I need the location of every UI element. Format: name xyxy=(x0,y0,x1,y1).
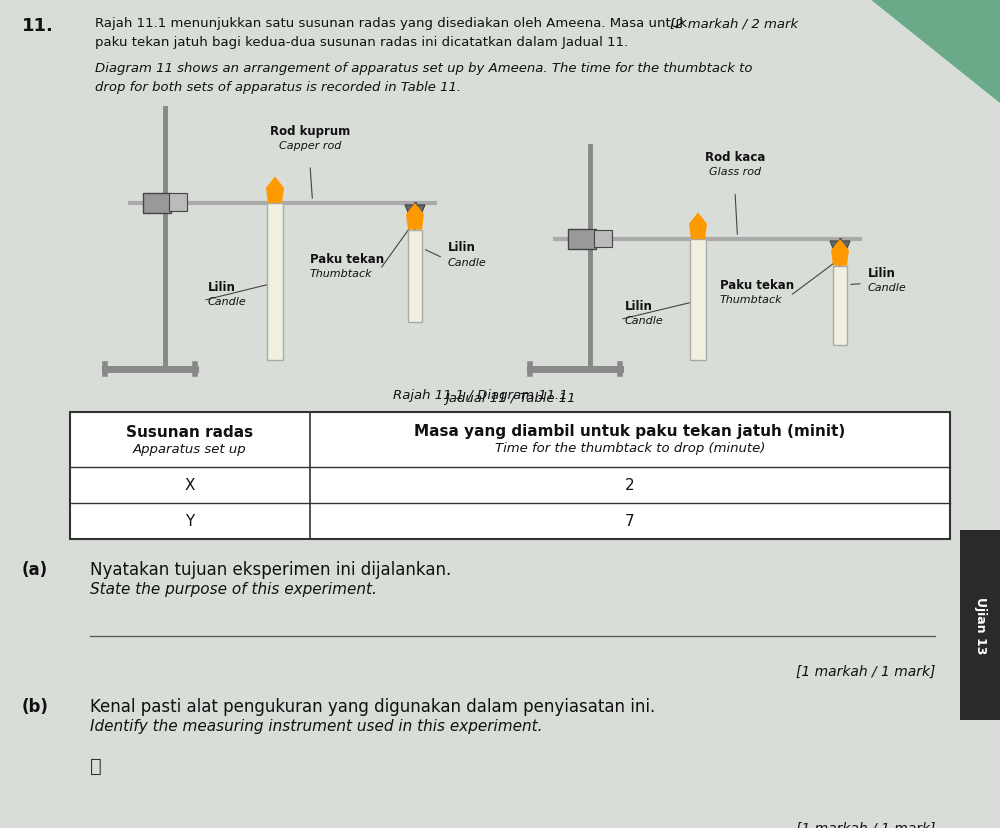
Text: Lilin: Lilin xyxy=(448,241,476,254)
Bar xyxy=(267,204,283,360)
Text: 。: 。 xyxy=(90,756,102,775)
Bar xyxy=(408,230,422,322)
Text: Kenal pasti alat pengukuran yang digunakan dalam penyiasatan ini.: Kenal pasti alat pengukuran yang digunak… xyxy=(90,697,655,715)
Text: Y: Y xyxy=(185,513,195,528)
Text: 11.: 11. xyxy=(22,17,54,35)
Text: Candle: Candle xyxy=(625,316,664,326)
Bar xyxy=(568,229,596,250)
Text: (b): (b) xyxy=(22,697,49,715)
Text: X: X xyxy=(185,478,195,493)
Text: Rod kaca: Rod kaca xyxy=(705,151,765,164)
Bar xyxy=(70,412,950,539)
Text: State the purpose of this experiment.: State the purpose of this experiment. xyxy=(90,581,377,596)
Bar xyxy=(143,193,171,214)
Polygon shape xyxy=(405,205,425,230)
Text: Candle: Candle xyxy=(448,258,487,267)
Polygon shape xyxy=(266,177,284,204)
Text: Masa yang diambil untuk paku tekan jatuh (minit): Masa yang diambil untuk paku tekan jatuh… xyxy=(414,424,846,439)
Text: Glass rod: Glass rod xyxy=(709,167,761,177)
Text: Capper rod: Capper rod xyxy=(279,141,341,151)
Text: (a): (a) xyxy=(22,560,48,578)
Text: Lilin: Lilin xyxy=(625,300,653,313)
Text: Thumbtack: Thumbtack xyxy=(310,268,373,278)
Text: 7: 7 xyxy=(625,513,635,528)
Polygon shape xyxy=(406,204,424,230)
Polygon shape xyxy=(831,240,849,267)
Bar xyxy=(594,230,612,248)
Text: Thumbtack: Thumbtack xyxy=(720,295,783,306)
Text: Lilin: Lilin xyxy=(868,267,896,280)
Text: Diagram 11 shows an arrangement of apparatus set up by Ameena. The time for the : Diagram 11 shows an arrangement of appar… xyxy=(95,61,753,94)
Text: Candle: Candle xyxy=(868,283,907,293)
Polygon shape xyxy=(870,0,1000,104)
Text: Susunan radas: Susunan radas xyxy=(126,425,254,440)
Text: Ujian 13: Ujian 13 xyxy=(974,597,986,654)
Text: Nyatakan tujuan eksperimen ini dijalankan.: Nyatakan tujuan eksperimen ini dijalanka… xyxy=(90,560,451,578)
Bar xyxy=(833,267,847,346)
Text: Jadual 11 / Table 11: Jadual 11 / Table 11 xyxy=(445,392,575,405)
Polygon shape xyxy=(830,242,850,267)
Bar xyxy=(169,195,187,211)
Text: Rajah 11.1 / Diagram 11.1: Rajah 11.1 / Diagram 11.1 xyxy=(393,388,567,402)
Text: Identify the measuring instrument used in this experiment.: Identify the measuring instrument used i… xyxy=(90,718,542,734)
Text: Paku tekan: Paku tekan xyxy=(310,253,384,265)
Text: Rod kuprum: Rod kuprum xyxy=(270,124,350,137)
Bar xyxy=(690,240,706,360)
Text: Lilin: Lilin xyxy=(208,281,236,294)
Text: Candle: Candle xyxy=(208,297,247,307)
Polygon shape xyxy=(689,214,707,240)
Text: [1 markah / 1 mark]: [1 markah / 1 mark] xyxy=(796,664,935,678)
Text: Time for the thumbtack to drop (minute): Time for the thumbtack to drop (minute) xyxy=(495,441,765,455)
Text: Apparatus set up: Apparatus set up xyxy=(133,443,247,455)
Text: 2: 2 xyxy=(625,478,635,493)
Bar xyxy=(960,531,1000,720)
Text: [1 markah / 1 mark]: [1 markah / 1 mark] xyxy=(796,821,935,828)
Text: [2 markah / 2 mark: [2 markah / 2 mark xyxy=(670,17,798,30)
Text: Rajah 11.1 menunjukkan satu susunan radas yang disediakan oleh Ameena. Masa untu: Rajah 11.1 menunjukkan satu susunan rada… xyxy=(95,17,687,49)
Text: Paku tekan: Paku tekan xyxy=(720,279,794,291)
